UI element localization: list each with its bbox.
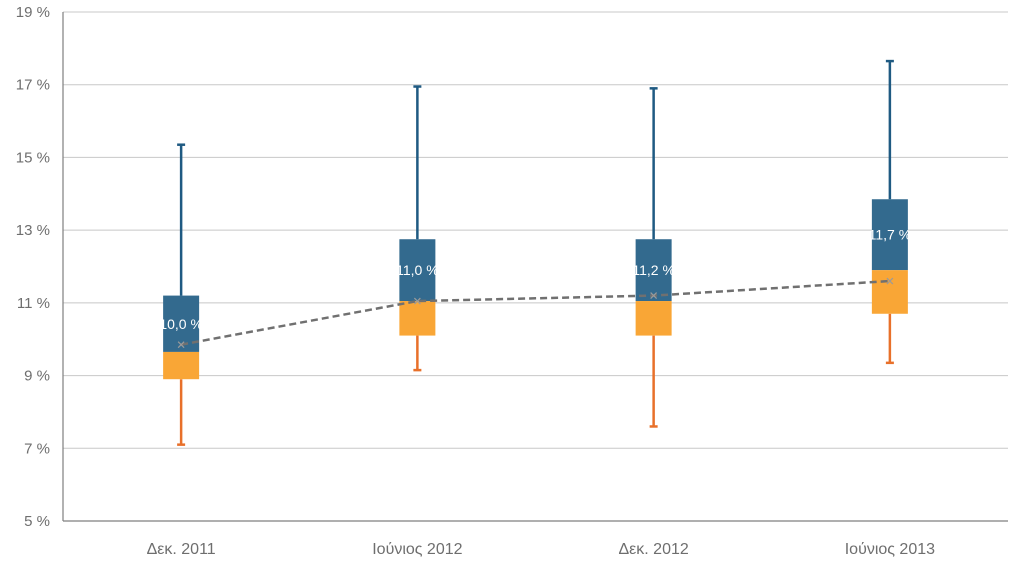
mean-marker: [177, 341, 185, 349]
box-lower: [163, 351, 200, 380]
x-category-label: Δεκ. 2012: [618, 541, 688, 558]
mean-line: [177, 277, 894, 349]
x-category-label: Δεκ. 2011: [147, 541, 216, 558]
y-tick-label: 5 %: [24, 513, 50, 530]
grid-lines: [63, 11, 1008, 449]
y-tick-label: 11 %: [17, 295, 50, 312]
box-upper: [871, 199, 908, 271]
boxes: [163, 59, 908, 446]
y-tick-label: 17 %: [16, 77, 50, 94]
x-category-label: Ιούνιος 2012: [372, 541, 462, 558]
mean-marker: [650, 292, 658, 300]
data-label: 11,7 %: [869, 227, 912, 243]
box-lower: [871, 270, 908, 314]
y-tick-label: 9 %: [24, 368, 50, 385]
y-axis-tick-labels: 5 % 7 % 9 % 11 % 13 % 15 % 17 % 19 %: [16, 4, 50, 530]
y-tick-label: 15 %: [16, 149, 50, 166]
x-axis-category-labels: Δεκ. 2011 Ιούνιος 2012 Δεκ. 2012 Ιούνιος 20…: [147, 541, 936, 558]
box-upper: [635, 239, 672, 302]
mean-marker: [413, 297, 421, 305]
mean-marker: [886, 277, 894, 285]
y-tick-label: 19 %: [16, 4, 50, 21]
data-label: 10,0 %: [159, 316, 203, 332]
box-lower: [399, 301, 436, 336]
mean-trend-line: [180, 279, 890, 346]
axes: [62, 12, 1008, 522]
box-lower: [635, 301, 672, 336]
data-labels: 10,0 % 11,0 % 11,2 % 11,7 %: [159, 227, 911, 332]
data-label: 11,0 %: [396, 262, 439, 278]
y-tick-label: 13 %: [16, 222, 50, 239]
y-tick-label: 7 %: [24, 440, 50, 457]
box-upper: [399, 239, 436, 302]
data-label: 11,2 %: [632, 262, 675, 278]
x-category-label: Ιούνιος 2013: [845, 541, 935, 558]
